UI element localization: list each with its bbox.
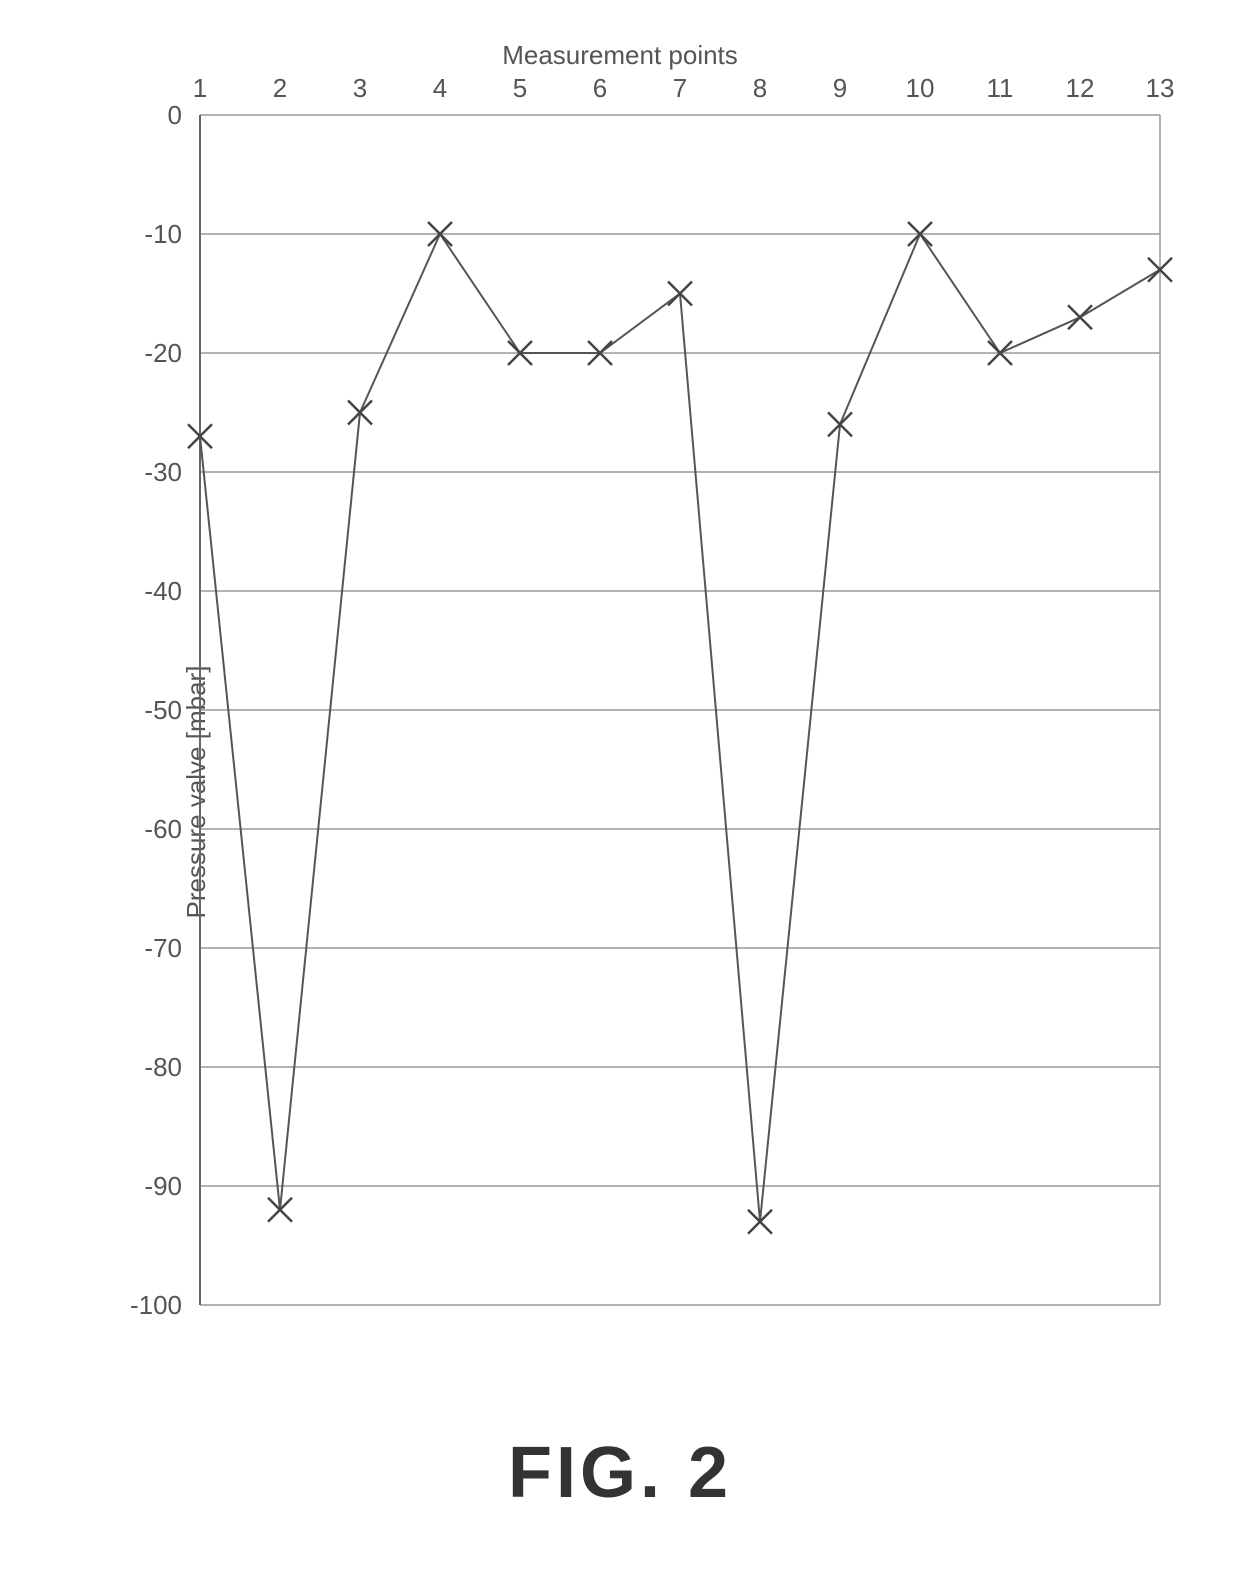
chart-svg: 0-10-20-30-40-50-60-70-80-90-10012345678…: [200, 115, 1160, 1305]
x-axis-title: Measurement points: [502, 40, 738, 71]
svg-text:-60: -60: [144, 814, 182, 844]
svg-text:-100: -100: [130, 1290, 182, 1320]
svg-text:5: 5: [513, 73, 527, 103]
svg-text:8: 8: [753, 73, 767, 103]
svg-text:9: 9: [833, 73, 847, 103]
svg-text:11: 11: [987, 73, 1014, 103]
svg-text:2: 2: [273, 73, 287, 103]
svg-text:4: 4: [433, 73, 447, 103]
svg-text:7: 7: [673, 73, 687, 103]
svg-text:10: 10: [906, 73, 935, 103]
figure-label: FIG. 2: [508, 1432, 732, 1514]
data-marker: [1068, 305, 1092, 329]
svg-text:-90: -90: [144, 1171, 182, 1201]
svg-text:-30: -30: [144, 457, 182, 487]
svg-text:-20: -20: [144, 338, 182, 368]
svg-text:6: 6: [593, 73, 607, 103]
chart-container: Measurement points Pressure valve [mbar]…: [0, 0, 1240, 1584]
svg-text:13: 13: [1146, 73, 1175, 103]
svg-text:0: 0: [168, 100, 182, 130]
svg-text:-50: -50: [144, 695, 182, 725]
svg-text:3: 3: [353, 73, 367, 103]
plot-area: 0-10-20-30-40-50-60-70-80-90-10012345678…: [200, 115, 1160, 1305]
svg-text:1: 1: [193, 73, 207, 103]
svg-text:-10: -10: [144, 219, 182, 249]
svg-text:-80: -80: [144, 1052, 182, 1082]
svg-text:12: 12: [1066, 73, 1095, 103]
svg-text:-70: -70: [144, 933, 182, 963]
svg-text:-40: -40: [144, 576, 182, 606]
